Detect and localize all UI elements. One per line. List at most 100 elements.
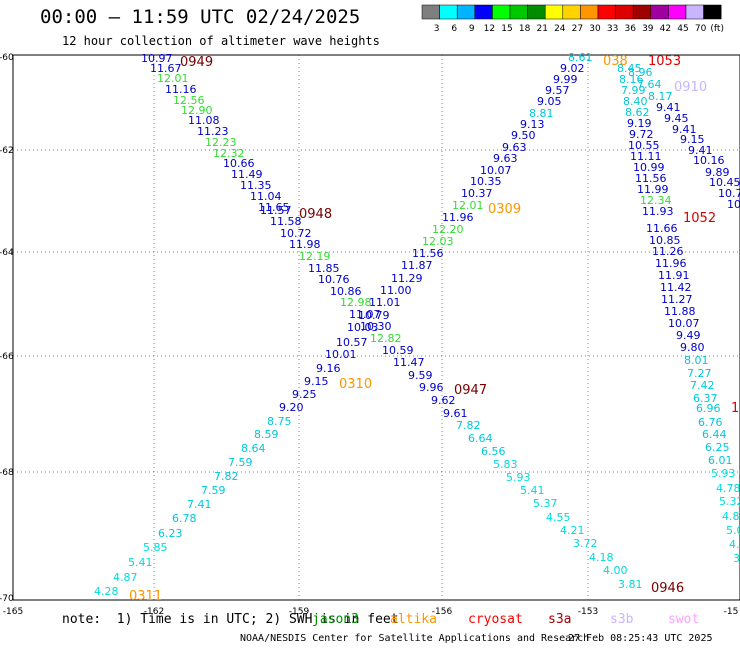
swh-value-label: 5.0 <box>726 524 740 537</box>
swh-value-label: 11.96 <box>442 211 474 224</box>
swh-value-label: 6.01 <box>708 454 733 467</box>
swh-value-label: 9.96 <box>419 381 444 394</box>
swh-value-label: 11.67 <box>150 62 182 75</box>
map-frame <box>12 54 740 601</box>
swh-value-label: 9.62 <box>431 394 456 407</box>
swh-value-label: 10.01 <box>325 348 357 361</box>
colorbar-tick-label: 21 <box>536 24 547 34</box>
swh-value-label: 9.99 <box>553 73 578 86</box>
swh-value-label: 10.66 <box>223 157 255 170</box>
colorbar-tick-label: 24 <box>554 24 566 34</box>
colorbar-tick-label: 30 <box>589 24 601 34</box>
swh-value-label: 11.27 <box>661 293 693 306</box>
pass-time-label: 0946 <box>651 581 684 596</box>
swh-value-label: 4.87 <box>113 571 138 584</box>
swh-value-label: 12.20 <box>432 223 464 236</box>
credit-line: NOAA/NESDIS Center for Satellite Applica… <box>240 633 590 644</box>
swh-value-label: 8.01 <box>684 354 709 367</box>
swh-value-label: 9.49 <box>676 329 701 342</box>
satellite-legend-item: altika <box>390 612 437 627</box>
swh-value-label: 8.96 <box>628 66 653 79</box>
swh-value-label: 4.28 <box>94 585 119 598</box>
swh-value-label: 4.00 <box>603 564 628 577</box>
swh-value-label: 10.59 <box>382 344 414 357</box>
page-title: 00:00 – 11:59 UTC 02/24/2025 <box>40 6 361 28</box>
swh-value-label: 6.56 <box>481 445 506 458</box>
swh-value-label: 11.93 <box>642 205 674 218</box>
swh-value-label: 11.56 <box>412 247 444 260</box>
pass-time-label: 038 <box>603 54 628 69</box>
swh-value-label: 11.65 <box>258 201 290 214</box>
swh-value-label: 9.63 <box>502 141 527 154</box>
swh-value-label: 11.57 <box>260 204 292 217</box>
swh-value-label: 6.96 <box>696 402 721 415</box>
swh-value-label: 4.21 <box>560 524 585 537</box>
swh-value-label: 11.16 <box>165 83 197 96</box>
longitude-label: -159 <box>289 607 310 617</box>
satellite-legend-item: s3b <box>610 612 634 627</box>
swh-value-label: 11.47 <box>393 356 425 369</box>
colorbar-tick-label: 42 <box>660 24 671 34</box>
swh-value-label: 10.57 <box>336 336 368 349</box>
swh-value-label: 10.99 <box>633 161 665 174</box>
swh-value-label: 5.32 <box>719 495 740 508</box>
longitude-label: -156 <box>432 607 453 617</box>
swh-value-label: 5.37 <box>533 497 558 510</box>
swh-value-label: 4.8 <box>722 510 740 523</box>
satellite-legend-item: swot <box>668 612 700 627</box>
swh-value-label: 9.02 <box>560 62 585 75</box>
pass-time-label: 0947 <box>454 383 487 398</box>
swh-value-label: 12.19 <box>299 250 331 263</box>
swh-value-label: 11.04 <box>250 190 282 203</box>
swh-value-label: 5.41 <box>128 556 153 569</box>
satellite-legend-item: cryosat <box>468 612 523 627</box>
swh-value-label: 9.61 <box>443 407 468 420</box>
longitude-label: -153 <box>578 607 598 617</box>
swh-value-label: 5.41 <box>520 484 545 497</box>
swh-value-label: 9.80 <box>680 341 705 354</box>
swh-value-label: 10.97 <box>141 52 173 65</box>
swh-value-label: 9.50 <box>511 129 536 142</box>
swh-value-label: 8.45 <box>617 62 642 75</box>
swh-value-label: 8.16 <box>619 73 644 86</box>
swh-value-label: 8.17 <box>648 90 673 103</box>
swh-value-label: 11.42 <box>660 281 692 294</box>
pass-time-label: 1053 <box>648 54 681 69</box>
pass-time-label: 1 <box>731 401 739 416</box>
swh-value-label: 6.64 <box>468 432 493 445</box>
swh-value-label: 9.13 <box>520 118 545 131</box>
swh-value-label: 10.86 <box>330 285 362 298</box>
swh-value-label: 11.91 <box>658 269 690 282</box>
swh-value-label: 9.15 <box>680 133 705 146</box>
swh-value-label: 10.7 <box>718 187 740 200</box>
longitude-label: -165 <box>3 607 23 617</box>
swh-value-label: 12.01 <box>157 72 189 85</box>
swh-value-label: 7.27 <box>687 367 712 380</box>
colorbar-tick-label: 9 <box>469 24 475 34</box>
swh-value-label: 10.30 <box>360 320 392 333</box>
swh-value-label: 7.41 <box>187 498 212 511</box>
pass-time-label: 0310 <box>339 377 372 392</box>
swh-value-label: 9.41 <box>688 144 713 157</box>
swh-value-label: 11.26 <box>652 245 684 258</box>
swh-value-label: 11.66 <box>646 222 678 235</box>
swh-value-label: 12.34 <box>640 194 672 207</box>
swh-value-label: 4.18 <box>589 551 614 564</box>
swh-value-label: 11.98 <box>289 238 321 251</box>
colorbar-tick-label: 45 <box>677 24 688 34</box>
swh-value-label: 10.35 <box>470 175 502 188</box>
swh-value-label: 8.40 <box>623 95 648 108</box>
swh-value-label: 9.57 <box>545 84 570 97</box>
swh-value-label: 10.07 <box>668 317 700 330</box>
swh-value-label: 9.05 <box>537 95 562 108</box>
swh-value-label: 11.01 <box>369 296 401 309</box>
latitude-label: -66 <box>0 352 14 362</box>
satellite-legend-item: jason3 <box>312 612 359 627</box>
swh-value-label: 10 <box>727 198 740 211</box>
satellite-legend-item: s3a <box>548 612 572 627</box>
swh-value-label: 6.37 <box>693 392 718 405</box>
swh-value-label: 10.45 <box>709 176 740 189</box>
swh-value-label: 9.20 <box>279 401 304 414</box>
swh-value-label: 6.78 <box>172 512 197 525</box>
